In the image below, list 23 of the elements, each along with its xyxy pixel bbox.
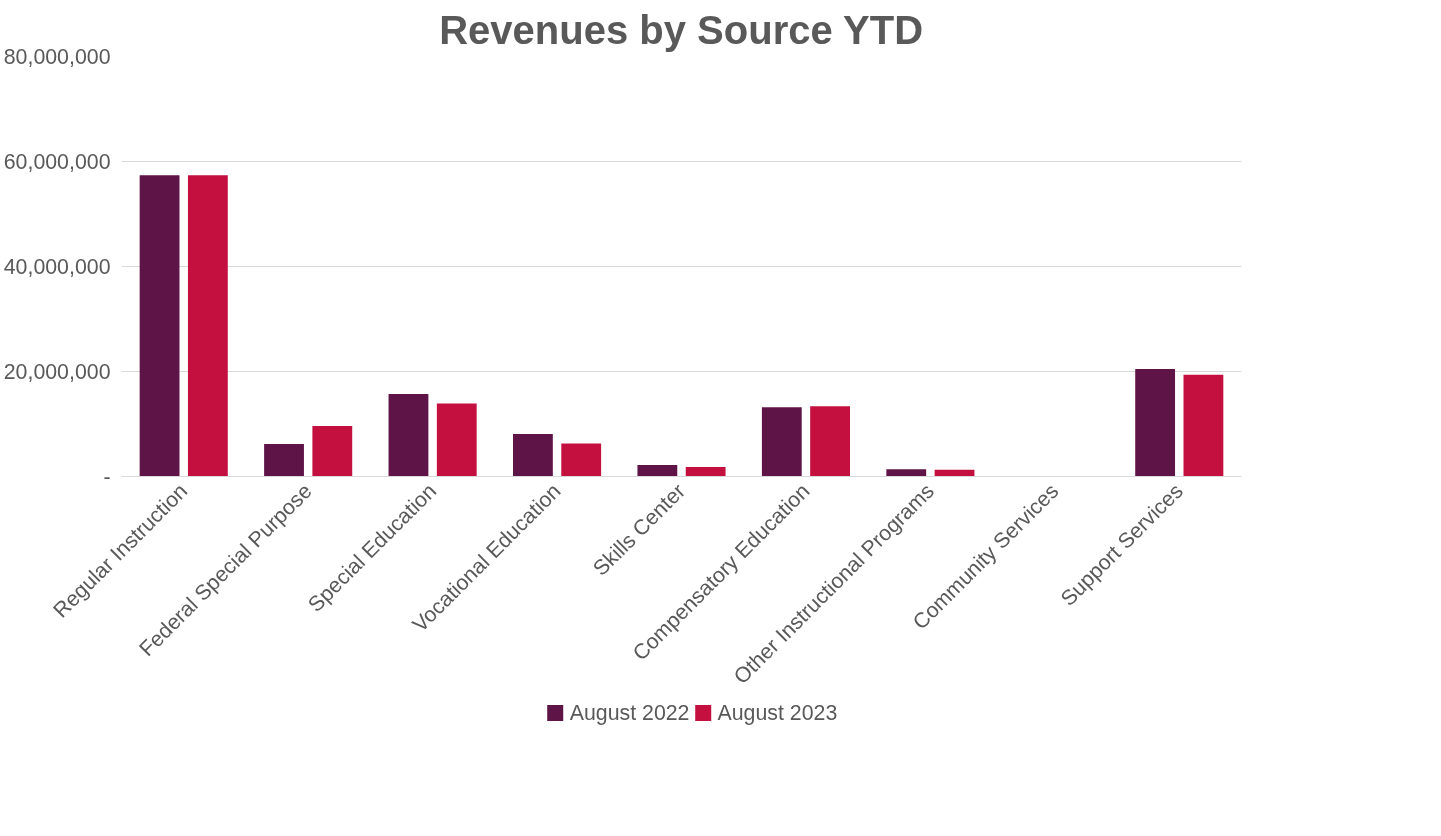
y-tick-label: 80,000,000 — [3, 45, 111, 69]
bar — [388, 394, 429, 477]
bar — [685, 467, 726, 477]
legend-label: August 2022 — [569, 700, 690, 725]
bar — [436, 403, 477, 477]
y-tick-label: 20,000,000 — [3, 360, 111, 384]
bar — [886, 469, 927, 477]
bar — [1183, 374, 1224, 477]
chart-title: Revenues by Source YTD — [439, 7, 924, 52]
bar — [187, 175, 228, 477]
legend-label: August 2023 — [717, 700, 838, 725]
y-tick-label: 40,000,000 — [3, 255, 111, 279]
bar — [561, 443, 602, 477]
bar — [637, 464, 678, 477]
y-tick-label: 60,000,000 — [3, 150, 111, 174]
bar — [810, 406, 850, 477]
bar — [312, 426, 353, 477]
bar — [761, 407, 802, 477]
bar — [1135, 368, 1176, 477]
y-tick-label: - — [103, 465, 111, 489]
bar — [513, 433, 553, 477]
bar — [139, 175, 180, 477]
bar — [264, 443, 304, 477]
